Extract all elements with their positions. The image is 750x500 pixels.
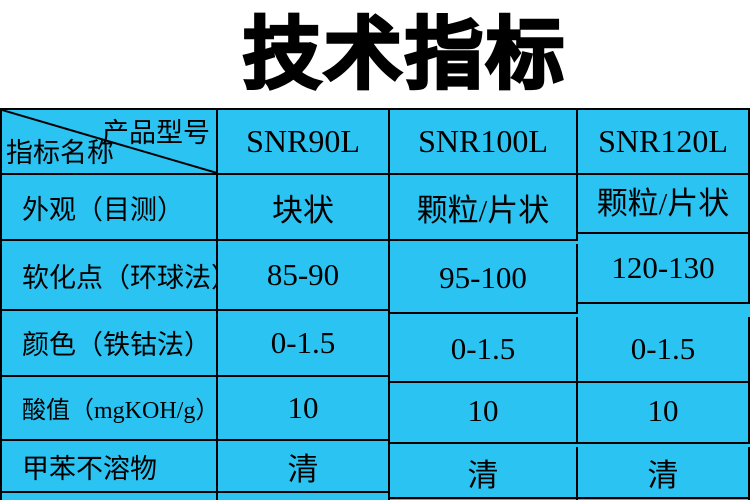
cell-empty	[578, 493, 750, 500]
cell-value: 块状	[218, 174, 390, 242]
page-title: 技术指标	[241, 10, 567, 98]
title-band: 技术指标	[0, 0, 750, 108]
cell-value: 120-130	[578, 234, 750, 304]
spec-table: 产品型号 指标名称 SNR90L SNR100L SNR120L 外观（目测） …	[0, 108, 750, 500]
table-row-partial	[2, 493, 750, 500]
corner-label-indicator-name: 指标名称	[6, 137, 114, 168]
cell-value: 颗粒/片状	[578, 167, 750, 235]
cell-empty	[390, 493, 578, 500]
corner-cell: 产品型号 指标名称	[2, 110, 218, 175]
cell-value: 颗粒/片状	[390, 174, 578, 242]
cell-empty	[218, 493, 390, 500]
table-row-toluene-insolubles: 甲苯不溶物 清 清 清	[2, 441, 750, 500]
row-label: 甲苯不溶物	[2, 441, 218, 494]
cell-value: 10	[578, 379, 750, 445]
corner-label-product-model: 产品型号	[102, 118, 210, 148]
cell-value: 0-1.5	[390, 316, 578, 383]
cell-value: 85-90	[218, 241, 390, 311]
row-label: 软化点（环球法）℃	[2, 241, 218, 311]
cell-value: 0-1.5	[218, 310, 390, 377]
row-label: 颜色（铁钴法）	[2, 310, 218, 377]
column-header-snr100l: SNR100L	[390, 110, 578, 175]
cell-value: 10	[390, 379, 578, 445]
table-row-acid-value: 酸值（mgKOH/g）MAX 10 10 10	[2, 376, 750, 445]
cell-empty	[2, 493, 218, 500]
diagonal-line-icon	[2, 110, 216, 173]
cell-value: 10	[218, 376, 390, 442]
table-header-row: 产品型号 指标名称 SNR90L SNR100L SNR120L	[2, 110, 750, 175]
cell-value: 清	[218, 441, 390, 494]
column-header-snr90l: SNR90L	[218, 110, 390, 175]
row-label: 酸值（mgKOH/g）MAX	[2, 376, 218, 442]
row-label: 外观（目测）	[2, 174, 218, 242]
table-row-softening-point: 软化点（环球法）℃ 85-90 95-100 120-130	[2, 234, 750, 314]
table-row-color: 颜色（铁钴法） 0-1.5 0-1.5 0-1.5	[2, 310, 750, 383]
cell-value: 清	[578, 447, 750, 500]
cell-value: 清	[390, 447, 578, 500]
column-header-snr120l: SNR120L	[578, 110, 750, 175]
cell-value: 0-1.5	[578, 316, 750, 383]
table-row-appearance: 外观（目测） 块状 颗粒/片状 颗粒/片状	[2, 167, 750, 242]
cell-value: 95-100	[390, 244, 578, 314]
